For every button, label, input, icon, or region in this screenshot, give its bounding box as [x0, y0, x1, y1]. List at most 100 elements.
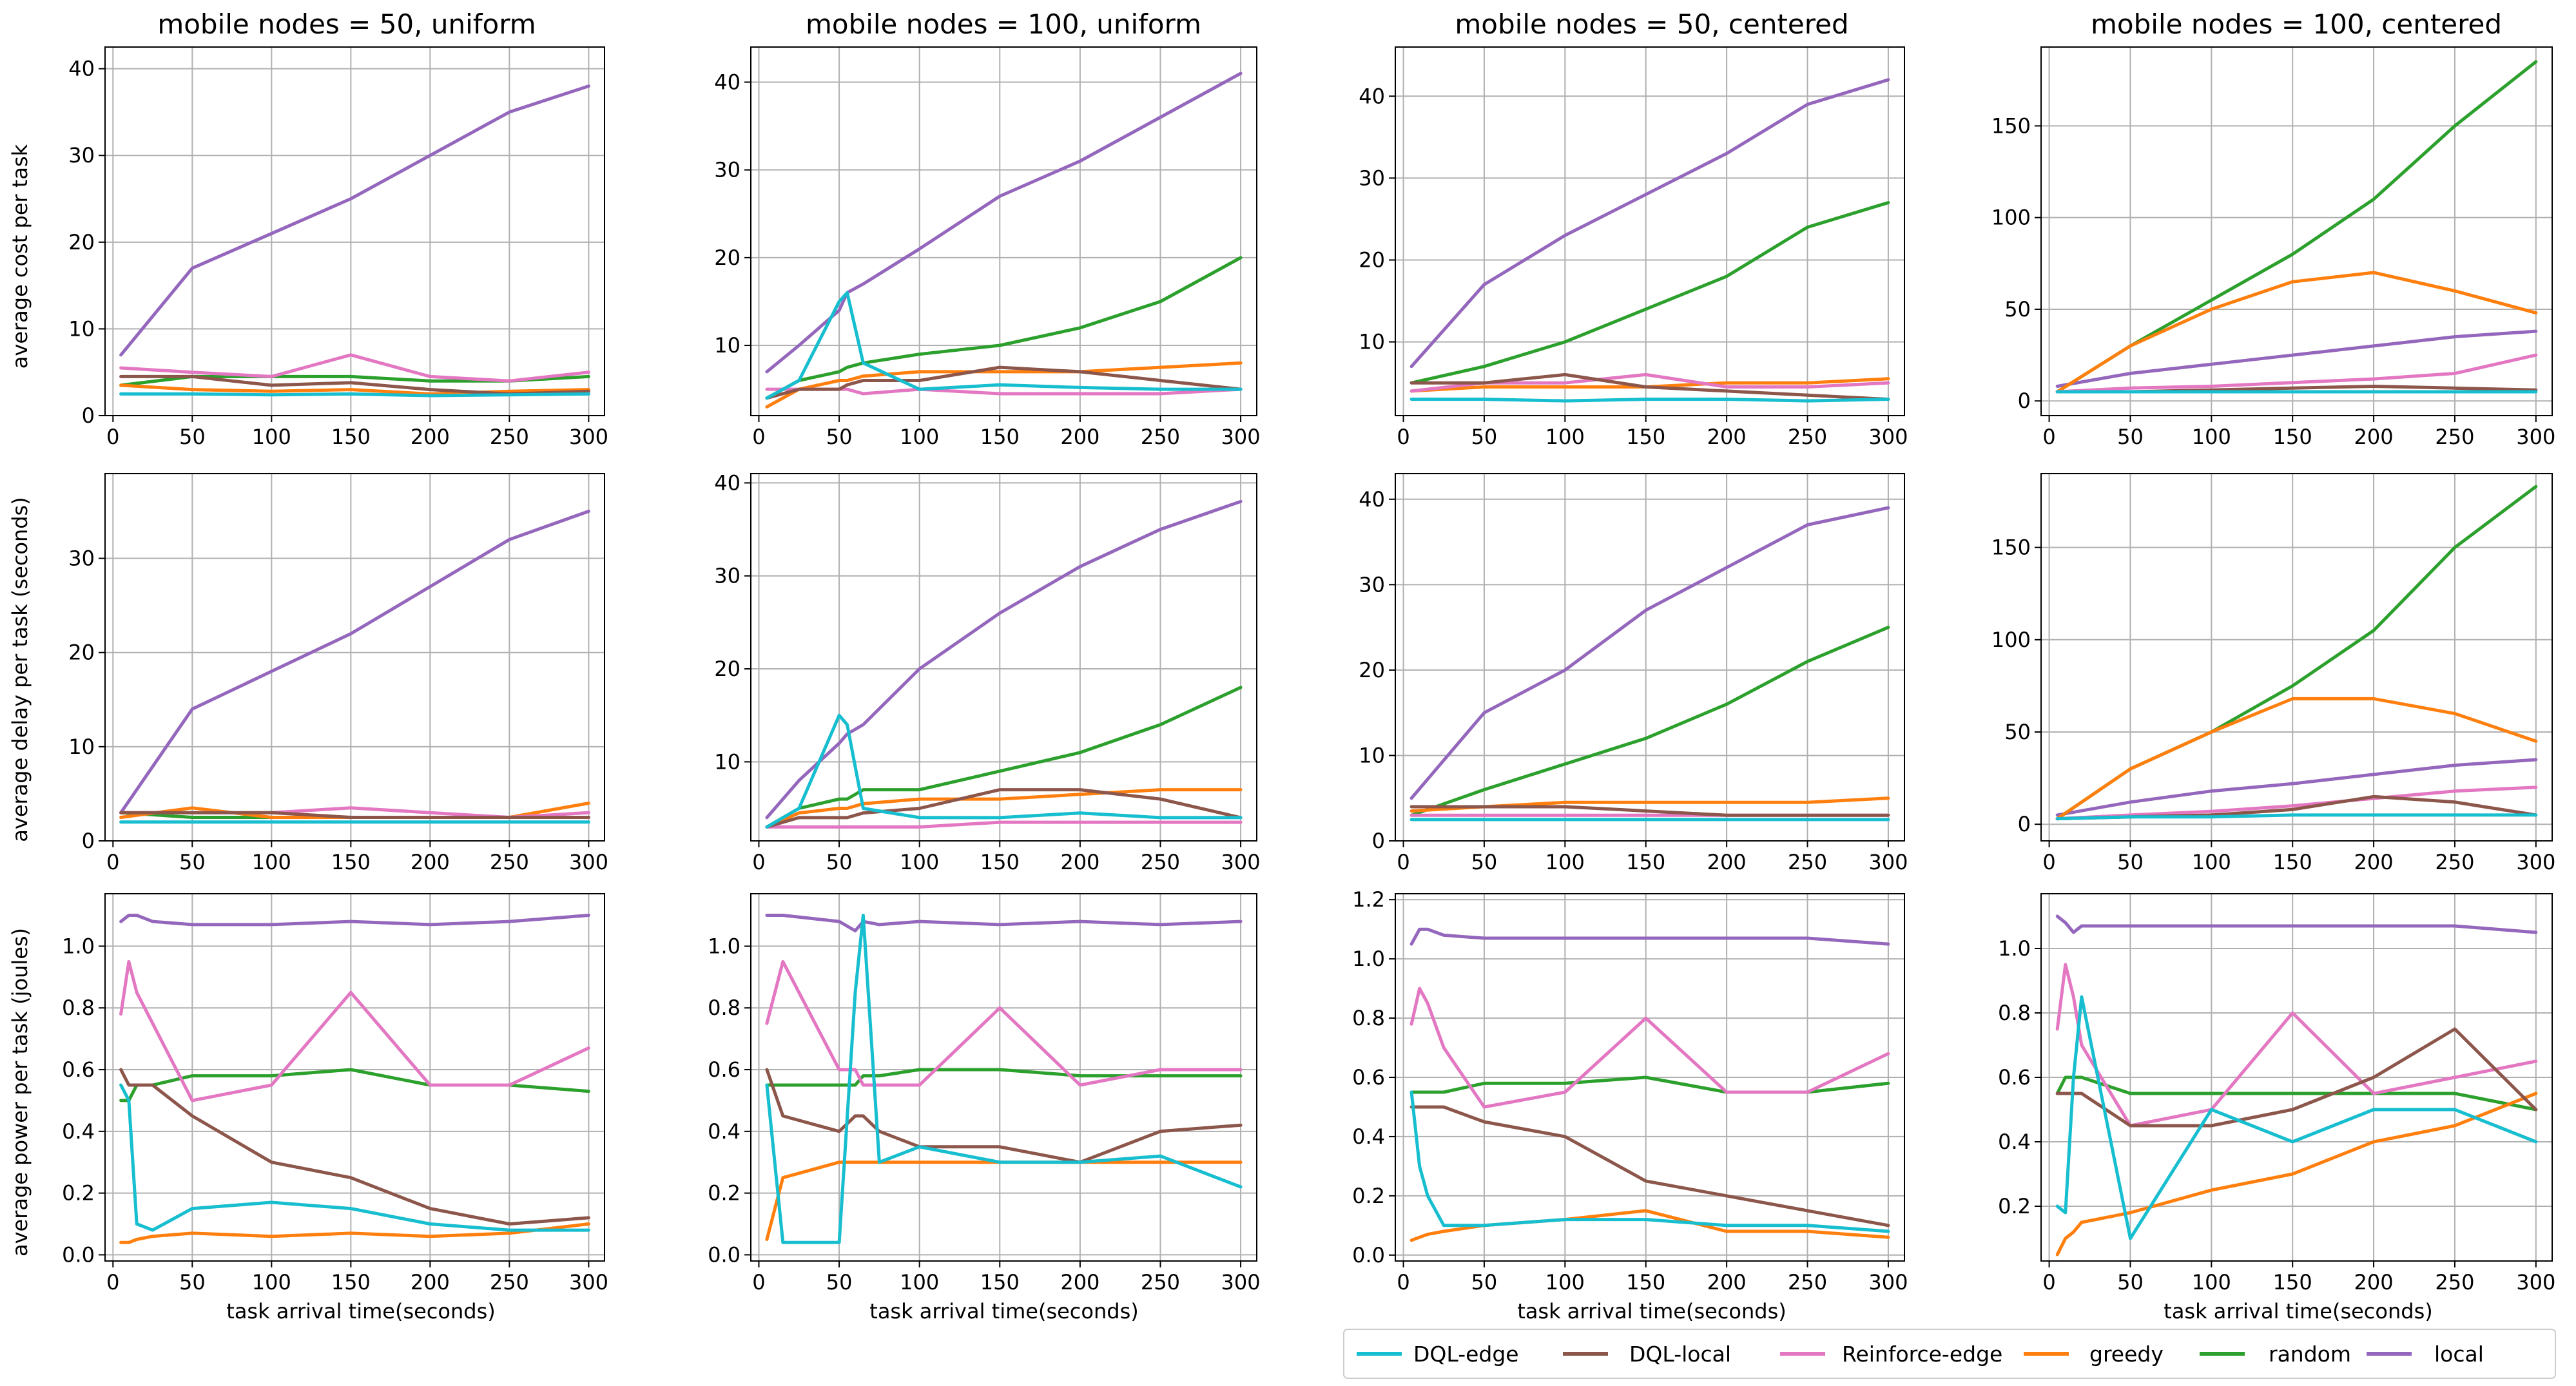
series-line-dql-local-r2c2: [765, 788, 1243, 829]
xtick-label-r2c3-3: 150: [1626, 850, 1665, 874]
series-line-random-r1c2: [765, 256, 1243, 400]
series-line-local-r2c1: [119, 510, 590, 814]
xtick-label-r2c1-3: 150: [331, 850, 371, 874]
xtick-label-r3c3-6: 300: [1868, 1270, 1908, 1295]
ytick-label-r3c1-3: 0.6: [62, 1057, 95, 1082]
series-line-dql-edge-r1c1: [119, 392, 590, 398]
xtick-label-r3c1-4: 200: [411, 1270, 450, 1295]
axes-frame-r1c4: [2040, 46, 2553, 416]
ytick-label-r1c1-3: 30: [68, 143, 95, 168]
xtick-label-r3c2-5: 250: [1141, 1270, 1180, 1295]
ytick-label-r2c3-4: 40: [1359, 487, 1385, 512]
ytick-label-r3c2-5: 1.0: [708, 934, 741, 958]
xtick-label-r3c1-5: 250: [490, 1270, 529, 1295]
series-line-local-r3c2: [765, 914, 1243, 932]
ytick-label-r3c3-5: 1.0: [1352, 947, 1385, 971]
axes-frame-r3c2: [750, 893, 1257, 1262]
series-line-greedy-r2c4: [2055, 697, 2538, 821]
legend-label-dql-local: DQL-local: [1629, 1342, 1731, 1367]
xtick-label-r2c3-0: 0: [1397, 850, 1409, 874]
xtick-label-r1c2-1: 50: [826, 425, 853, 449]
xlabel-col-3: task arrival time(seconds): [1517, 1299, 1786, 1323]
ytick-label-r3c4-4: 1.0: [1998, 936, 2031, 961]
xtick-label-r1c4-2: 100: [2192, 425, 2231, 449]
ytick-label-r2c4-2: 100: [1991, 628, 2031, 652]
xtick-label-r1c3-1: 50: [1471, 425, 1498, 449]
xtick-label-r1c2-4: 200: [1060, 425, 1099, 449]
xtick-label-r2c2-4: 200: [1060, 850, 1099, 874]
xtick-label-r1c3-6: 300: [1868, 425, 1908, 449]
ytick-label-r2c1-0: 0: [82, 829, 95, 853]
series-line-local-r1c3: [1409, 78, 1890, 369]
ytick-label-r2c2-1: 20: [714, 657, 741, 681]
xtick-label-r1c1-2: 100: [252, 425, 291, 449]
ytick-label-r3c1-1: 0.2: [62, 1181, 95, 1206]
xtick-label-r1c3-5: 250: [1788, 425, 1827, 449]
xtick-label-r2c4-0: 0: [2042, 850, 2055, 874]
series-line-dql-local-r3c2: [765, 1068, 1243, 1164]
panel-r1c4: 0 50 100 150 200 250 300 0 50 100 150: [1991, 46, 2555, 449]
series-line-reinforce-edge-r1c4: [2055, 353, 2538, 394]
series-line-reinforce-edge-r3c3: [1409, 987, 1890, 1109]
ytick-label-r1c3-1: 20: [1359, 247, 1385, 272]
xtick-label-r2c1-2: 100: [252, 850, 291, 874]
ytick-label-r1c1-1: 10: [68, 316, 95, 341]
xtick-label-r2c3-4: 200: [1707, 850, 1747, 874]
xtick-label-r1c4-4: 200: [2354, 425, 2394, 449]
ytick-label-r2c4-0: 0: [2018, 812, 2031, 836]
xtick-label-r2c1-1: 50: [179, 850, 206, 874]
ytick-label-r3c1-4: 0.8: [62, 996, 95, 1020]
legend-label-reinforce-edge: Reinforce-edge: [1842, 1342, 2002, 1367]
panel-r3c1: 0 50 100 150 200 250 300 0.0 0.2 0.4 0.6 0.8 1.0: [62, 893, 608, 1295]
xtick-label-r2c3-1: 50: [1471, 850, 1498, 874]
xtick-label-r1c1-4: 200: [411, 425, 450, 449]
ytick-label-r3c2-4: 0.8: [708, 996, 741, 1020]
xtick-label-r1c1-0: 0: [106, 425, 119, 449]
panel-r1c1: 0 50 100 150 200 250 300 0 10 20 30 40: [68, 46, 608, 449]
xtick-label-r3c4-6: 300: [2516, 1270, 2555, 1295]
column-title-3: mobile nodes = 50, centered: [1455, 8, 1848, 40]
panel-r3c3: 0 50 100 150 200 250 300 0.0 0.2 0.4 0.6 0.8 1.0 1.2: [1352, 887, 1908, 1295]
series-line-random-r3c2: [765, 1068, 1243, 1087]
series-line-greedy-r3c4: [2055, 1092, 2538, 1256]
ylabel-row-2: average delay per task (seconds): [8, 497, 32, 842]
xtick-label-r3c3-4: 200: [1707, 1270, 1747, 1295]
xtick-label-r1c4-1: 50: [2117, 425, 2144, 449]
xtick-label-r3c4-0: 0: [2042, 1270, 2055, 1295]
xtick-label-r1c1-5: 250: [490, 425, 529, 449]
ytick-label-r2c3-1: 10: [1359, 743, 1385, 767]
series-line-dql-edge-r1c3: [1409, 398, 1890, 403]
series-line-dql-edge-r1c2: [765, 291, 1243, 400]
axes-frame-r1c3: [1395, 46, 1905, 416]
xtick-label-r2c2-0: 0: [752, 850, 765, 874]
xtick-label-r2c3-6: 300: [1868, 850, 1908, 874]
series-line-dql-edge-r3c2: [765, 914, 1243, 1244]
ylabel-row-1: average cost per task: [8, 144, 32, 369]
axes-frame-r1c1: [104, 46, 605, 416]
ytick-label-r2c4-1: 50: [2004, 720, 2031, 744]
xtick-label-r1c2-2: 100: [900, 425, 939, 449]
ytick-label-r3c2-0: 0.0: [708, 1242, 741, 1267]
xtick-label-r2c2-2: 100: [900, 850, 939, 874]
xtick-label-r2c1-5: 250: [490, 850, 529, 874]
xtick-label-r2c1-4: 200: [411, 850, 450, 874]
xtick-label-r1c3-0: 0: [1397, 425, 1409, 449]
ytick-label-r3c1-0: 0.0: [62, 1242, 95, 1267]
series-line-greedy-r1c2: [765, 361, 1243, 409]
legend-label-local: local: [2434, 1342, 2484, 1367]
xtick-label-r2c3-5: 250: [1788, 850, 1827, 874]
ytick-label-r1c1-0: 0: [82, 403, 95, 428]
xlabel-col-4: task arrival time(seconds): [2164, 1299, 2432, 1323]
xtick-label-r1c2-5: 250: [1141, 425, 1180, 449]
ytick-label-r1c3-0: 10: [1359, 330, 1385, 354]
ytick-label-r1c3-2: 30: [1359, 166, 1385, 190]
ytick-label-r2c2-2: 30: [714, 564, 741, 588]
series-line-dql-local-r3c3: [1409, 1105, 1890, 1227]
xtick-label-r3c1-1: 50: [179, 1270, 206, 1295]
series-line-random-r2c3: [1409, 626, 1890, 817]
ytick-label-r1c2-0: 10: [714, 333, 741, 358]
xtick-label-r3c2-4: 200: [1060, 1270, 1099, 1295]
xtick-label-r2c4-1: 50: [2117, 850, 2144, 874]
